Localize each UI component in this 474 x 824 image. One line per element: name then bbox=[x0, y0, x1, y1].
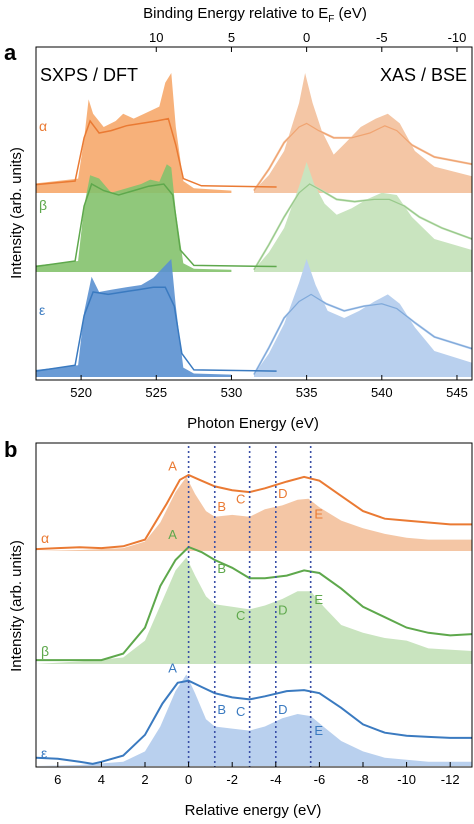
panel-a: Binding Energy relative to EF (eV) 10 5 0 -… bbox=[4, 5, 473, 432]
panel-a-frame bbox=[35, 46, 473, 381]
peak-label-b-alpha: B bbox=[217, 499, 226, 514]
panel-a-x-title: Photon Energy (eV) bbox=[187, 415, 319, 432]
xas-line-outline-beta bbox=[253, 183, 473, 271]
x-tick-label: 520 bbox=[70, 385, 92, 400]
top-tick-label: 5 bbox=[228, 30, 235, 45]
xas-fill-beta bbox=[254, 162, 472, 272]
sxps-fill-beta bbox=[36, 164, 232, 272]
bottom-axis-ticks: 520 525 530 535 540 545 bbox=[70, 375, 468, 400]
panel-b-frame bbox=[35, 442, 473, 768]
spectrum-line-beta bbox=[36, 545, 473, 662]
xas-line-outline-alpha bbox=[253, 122, 473, 191]
panel-b-y-title: Intensity (arb. units) bbox=[8, 540, 25, 672]
x-tick-label: -2 bbox=[226, 772, 238, 787]
series-label-eps: ε bbox=[39, 302, 45, 318]
peak-label-d-eps: D bbox=[278, 702, 287, 717]
xas-line-outline-eps bbox=[253, 293, 473, 375]
relative-axis-ticks: 6 4 2 0 -2 -4 -6 -8 -10 -12 bbox=[54, 762, 460, 787]
x-tick-label: -8 bbox=[357, 772, 369, 787]
x-tick-label: 525 bbox=[145, 385, 167, 400]
peak-label-c-eps: C bbox=[236, 704, 245, 719]
x-tick-label: 545 bbox=[446, 385, 468, 400]
panel-b-label: b bbox=[4, 437, 17, 462]
spectrum-fill-beta bbox=[36, 557, 472, 664]
xas-fill-alpha bbox=[254, 73, 472, 193]
spectrum-fill-eps bbox=[36, 674, 472, 766]
sxps-line-eps bbox=[35, 286, 277, 372]
top-axis-title: Binding Energy relative to EF (eV) bbox=[143, 5, 367, 25]
left-method-tag: SXPS / DFT bbox=[40, 65, 138, 85]
x-tick-label: -12 bbox=[441, 772, 460, 787]
series-label-beta: β bbox=[39, 197, 47, 213]
panel-a-y-title: Intensity (arb. units) bbox=[8, 147, 25, 279]
peak-label-b-eps: B bbox=[217, 702, 226, 717]
xas-fill-eps bbox=[254, 259, 472, 377]
x-tick-label: 6 bbox=[54, 772, 61, 787]
peak-label-d-alpha: D bbox=[278, 486, 287, 501]
peak-label-b-beta: B bbox=[217, 561, 226, 576]
x-tick-label: -4 bbox=[270, 772, 282, 787]
sxps-line-alpha bbox=[35, 117, 277, 188]
top-tick-label: -5 bbox=[376, 30, 388, 45]
top-tick-label: 10 bbox=[149, 30, 163, 45]
top-tick-label: 0 bbox=[303, 30, 310, 45]
x-tick-label: 2 bbox=[141, 772, 148, 787]
x-tick-label: 530 bbox=[221, 385, 243, 400]
panel-a-plot: α β ε bbox=[35, 73, 473, 377]
x-tick-label: 540 bbox=[371, 385, 393, 400]
x-tick-label: 535 bbox=[296, 385, 318, 400]
peak-label-e-alpha: E bbox=[314, 507, 323, 522]
series-label-eps: ε bbox=[41, 745, 47, 761]
series-label-alpha: α bbox=[39, 118, 47, 134]
peak-label-a-beta: A bbox=[168, 527, 177, 542]
panel-a-label: a bbox=[4, 40, 17, 65]
x-tick-label: -6 bbox=[314, 772, 326, 787]
sxps-fill-eps bbox=[36, 259, 232, 377]
peak-label-c-alpha: C bbox=[236, 492, 245, 507]
xas-line-beta bbox=[253, 182, 473, 271]
right-method-tag: XAS / BSE bbox=[380, 65, 467, 85]
peak-label-c-beta: C bbox=[236, 608, 245, 623]
xas-line-eps bbox=[253, 293, 473, 376]
sxps-fill-alpha bbox=[36, 73, 232, 193]
x-tick-label: 0 bbox=[185, 772, 192, 787]
panel-b-x-title: Relative energy (eV) bbox=[185, 802, 322, 819]
sxps-line-beta bbox=[35, 182, 277, 268]
top-tick-label: -10 bbox=[448, 30, 467, 45]
series-label-alpha: α bbox=[41, 530, 49, 546]
x-tick-label: 4 bbox=[98, 772, 105, 787]
peak-label-a-eps: A bbox=[168, 660, 177, 675]
peak-label-e-beta: E bbox=[314, 592, 323, 607]
peak-label-e-eps: E bbox=[314, 723, 323, 738]
peak-label-d-beta: D bbox=[278, 603, 287, 618]
spectrum-fill-alpha bbox=[36, 476, 472, 551]
series-label-beta: β bbox=[41, 643, 49, 659]
xas-line-alpha bbox=[253, 122, 473, 192]
peak-label-a-alpha: A bbox=[168, 458, 177, 473]
spectrum-line-eps bbox=[35, 679, 472, 765]
x-tick-label: -10 bbox=[397, 772, 416, 787]
spectrum-line-alpha bbox=[35, 473, 472, 551]
